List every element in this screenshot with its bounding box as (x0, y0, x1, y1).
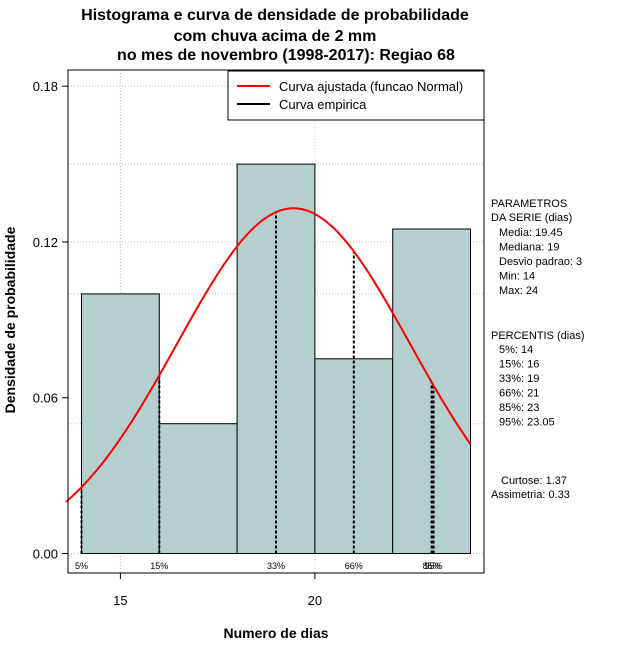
assimetria-value: Assimetria: 0.33 (491, 489, 570, 501)
param-value: Mediana: 19 (499, 242, 560, 254)
percentil-value: 15%: 16 (499, 359, 539, 371)
param-value: Min: 14 (499, 271, 535, 283)
percentil-value: 95%: 23.05 (499, 417, 555, 429)
chart-title: Histograma e curva de densidade de proba… (81, 7, 469, 64)
param-value: Media: 19.45 (499, 227, 563, 239)
title-line: com chuva acima de 2 mm (174, 28, 377, 45)
axes: 15 20 0.00 0.06 0.12 0.18 Numero de dias Densid… (2, 79, 329, 641)
y-tick-label: 0.12 (33, 235, 58, 250)
percentile-label: 85% (423, 561, 441, 571)
x-axis-label: Numero de dias (223, 625, 328, 641)
x-tick-label: 20 (308, 593, 322, 608)
param-value: Desvio padrao: 3 (499, 256, 582, 268)
legend-label: Curva empirica (279, 97, 367, 112)
legend-label: Curva ajustada (funcao Normal) (279, 79, 463, 94)
param-value: Max: 24 (499, 285, 538, 297)
statistics-panel: PARAMETROS DA SERIE (dias) Media: 19.45 Med… (491, 198, 585, 501)
x-tick-label: 15 (113, 593, 127, 608)
histogram-bar (81, 293, 160, 554)
y-tick-label: 0.00 (33, 547, 58, 562)
params-title: DA SERIE (dias) (491, 212, 572, 224)
y-tick-label: 0.18 (33, 79, 58, 94)
legend: Curva ajustada (funcao Normal) Curva empi… (227, 70, 485, 121)
percentil-value: 66%: 21 (499, 388, 539, 400)
params-title: PARAMETROS (491, 198, 567, 210)
percentile-label: 15% (150, 561, 168, 571)
percentile-label: 95% (425, 561, 443, 571)
title-line: no mes de novembro (1998-2017): Regiao 6… (117, 47, 455, 64)
percentile-lines: 5% 15% 33% 66% 85%95% (75, 212, 443, 571)
histogram-bar (158, 423, 238, 555)
percentis-title: PERCENTIS (dias) (491, 330, 585, 342)
percentil-value: 85%: 23 (499, 402, 539, 414)
y-axis-label: Densidade de probabilidade (2, 226, 18, 413)
percentil-value: 5%: 14 (499, 344, 533, 356)
plot-border (67, 69, 485, 574)
legend-box (227, 70, 485, 121)
histogram-bar (236, 163, 316, 554)
normal-curve (65, 207, 472, 503)
curtose-value: Curtose: 1.37 (501, 475, 567, 487)
percentile-label: 66% (345, 561, 363, 571)
percentile-label: 33% (267, 561, 285, 571)
title-line: Histograma e curva de densidade de proba… (81, 7, 469, 24)
percentil-value: 33%: 19 (499, 373, 539, 385)
percentile-label: 5% (75, 561, 88, 571)
y-tick-label: 0.06 (33, 391, 58, 406)
